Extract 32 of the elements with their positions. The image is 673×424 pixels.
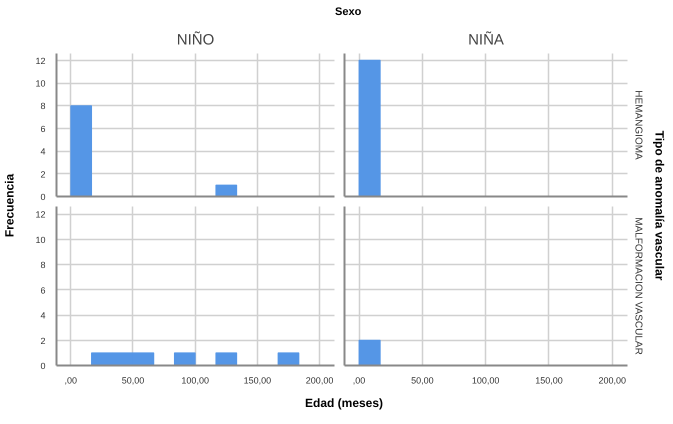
y-tick-label: 6 xyxy=(40,124,46,134)
x-tick-label: 100,00 xyxy=(472,376,500,386)
y2-axis-title: MALFORMACION VASCULAR xyxy=(632,217,644,355)
x-tick-label: 50,00 xyxy=(122,376,144,386)
chart-title: NIÑA xyxy=(468,30,504,48)
y-tick-label: 4 xyxy=(40,146,46,157)
x-tick-label: ,00 xyxy=(64,376,78,386)
chart-title: NIÑO xyxy=(176,30,214,48)
x-tick-label: ,00 xyxy=(352,376,366,386)
y-tick-label: 0 xyxy=(40,192,46,202)
text: Edad (meses) xyxy=(305,395,384,412)
x-tick-label: 100,00 xyxy=(181,376,209,386)
y-tick-label: 10 xyxy=(35,234,46,245)
x-tick-label: 150,00 xyxy=(244,376,272,386)
text: Frecuencia xyxy=(2,173,16,238)
y-tick-label: 12 xyxy=(35,210,46,220)
x-tick-label: 200,00 xyxy=(306,376,334,386)
x-tick-label: 150,00 xyxy=(535,376,563,386)
text: Sexo xyxy=(335,5,362,20)
y-tick-label: 2 xyxy=(40,169,46,180)
x-tick-label: 50,00 xyxy=(411,376,434,386)
y-tick-label: 8 xyxy=(40,101,46,112)
y-tick-label: 4 xyxy=(40,310,46,321)
y-tick-label: 2 xyxy=(40,336,46,346)
y-tick-label: 10 xyxy=(35,78,46,89)
x-tick-label: 200,00 xyxy=(598,376,626,386)
text: Tipo de anomalía vascular xyxy=(652,130,666,281)
y2-axis-title: HEMANGIOMA xyxy=(632,90,644,160)
y-tick-label: 6 xyxy=(40,285,46,296)
y-tick-label: 8 xyxy=(40,260,46,270)
y-tick-label: 0 xyxy=(40,361,46,371)
y-tick-label: 12 xyxy=(35,56,46,66)
